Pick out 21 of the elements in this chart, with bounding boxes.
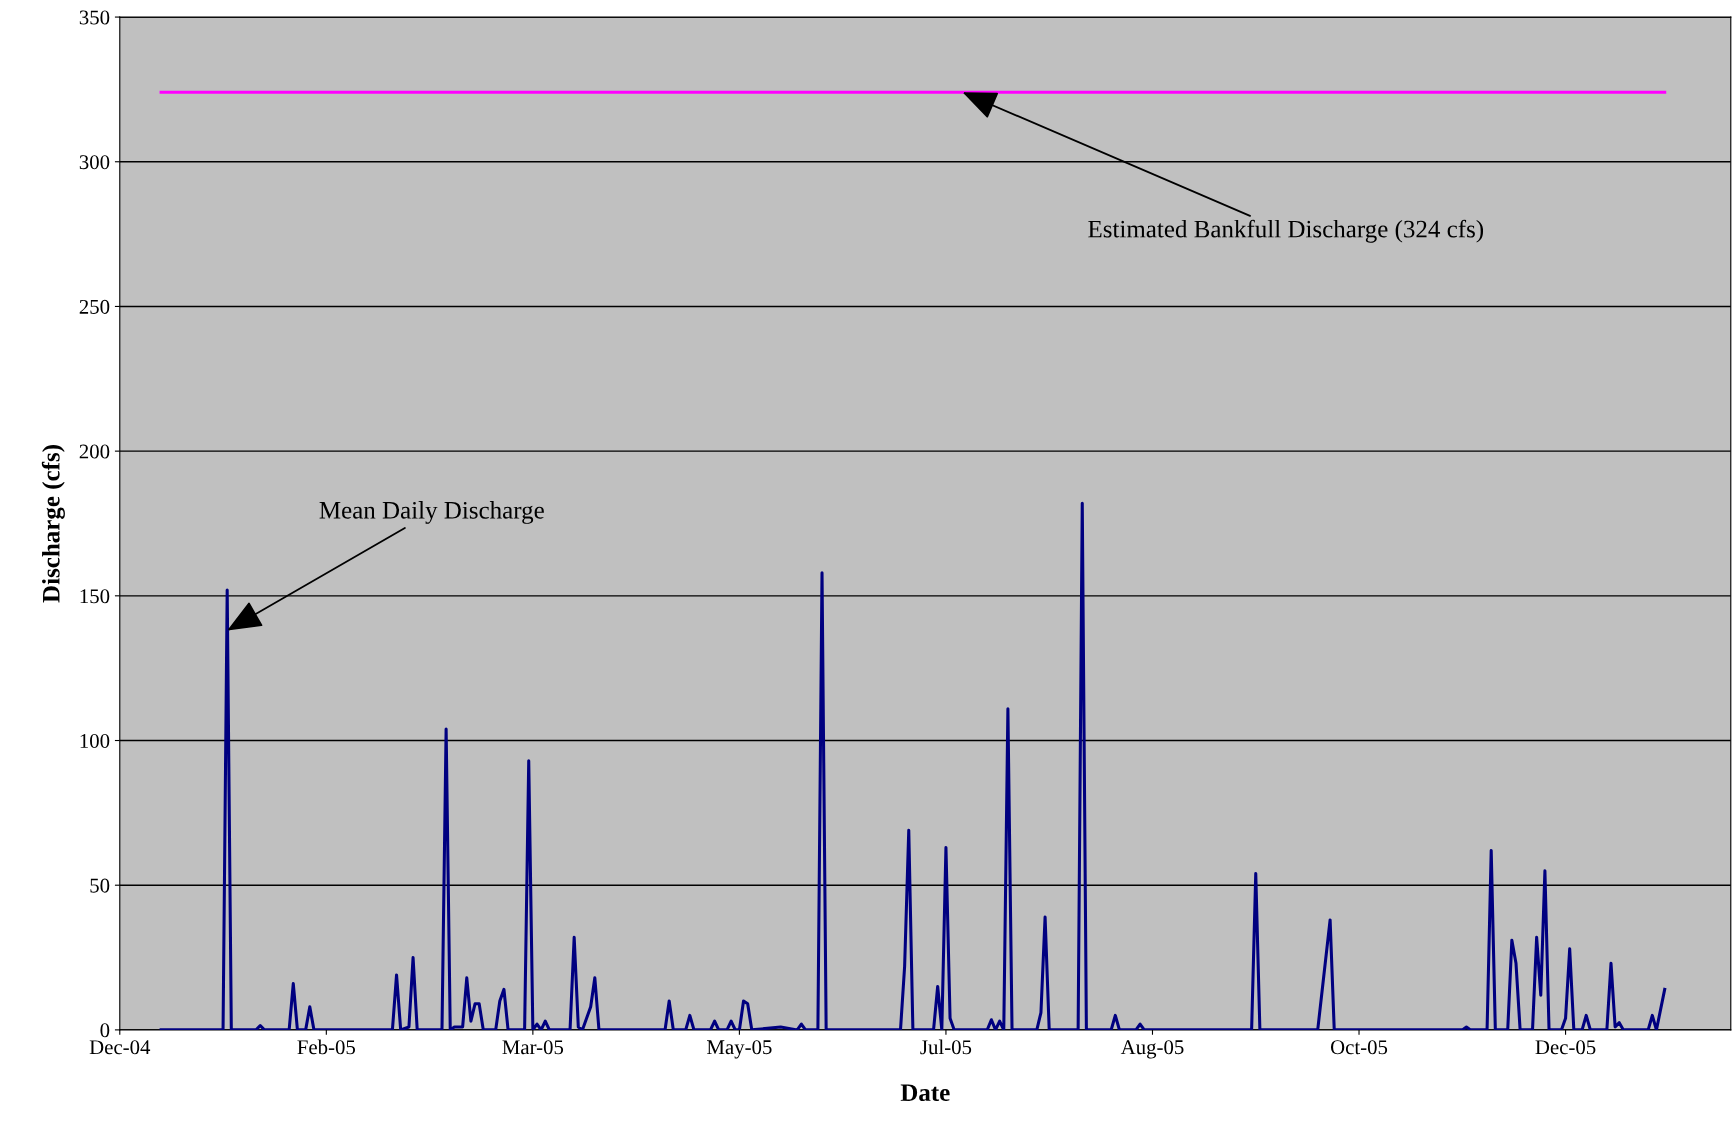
line-series [159,501,1667,1030]
annotation: Estimated Bankfull Discharge (324 cfs) [1088,219,1484,243]
annotation: Mean Daily Discharge [319,501,544,524]
y-tick-label: 250 [79,299,110,314]
x-tick-label: Jul-05 [920,1039,972,1055]
y-tick-label: 0 [100,1023,110,1038]
x-tick-label: Dec-04 [89,1040,151,1055]
x-tick-label: Oct-05 [1330,1040,1388,1055]
y-tick-label: 100 [80,733,110,748]
y-tick-label: 200 [79,444,110,459]
y-tick-label: 300 [79,155,110,170]
x-tick-label: Dec-05 [1535,1040,1596,1055]
x-tick-label: May-05 [707,1040,772,1059]
y-tick-label: 350 [79,10,110,25]
y-axis-title: Discharge (cfs) [41,445,65,603]
x-tick-label: Mar-05 [502,1040,564,1055]
x-axis-title: Date [900,1084,950,1102]
x-tick-label: Aug-05 [1120,1040,1184,1059]
y-tick-label: 50 [90,878,110,893]
x-tick-label: Feb-05 [297,1039,356,1055]
y-tick-label: 150 [80,589,110,604]
